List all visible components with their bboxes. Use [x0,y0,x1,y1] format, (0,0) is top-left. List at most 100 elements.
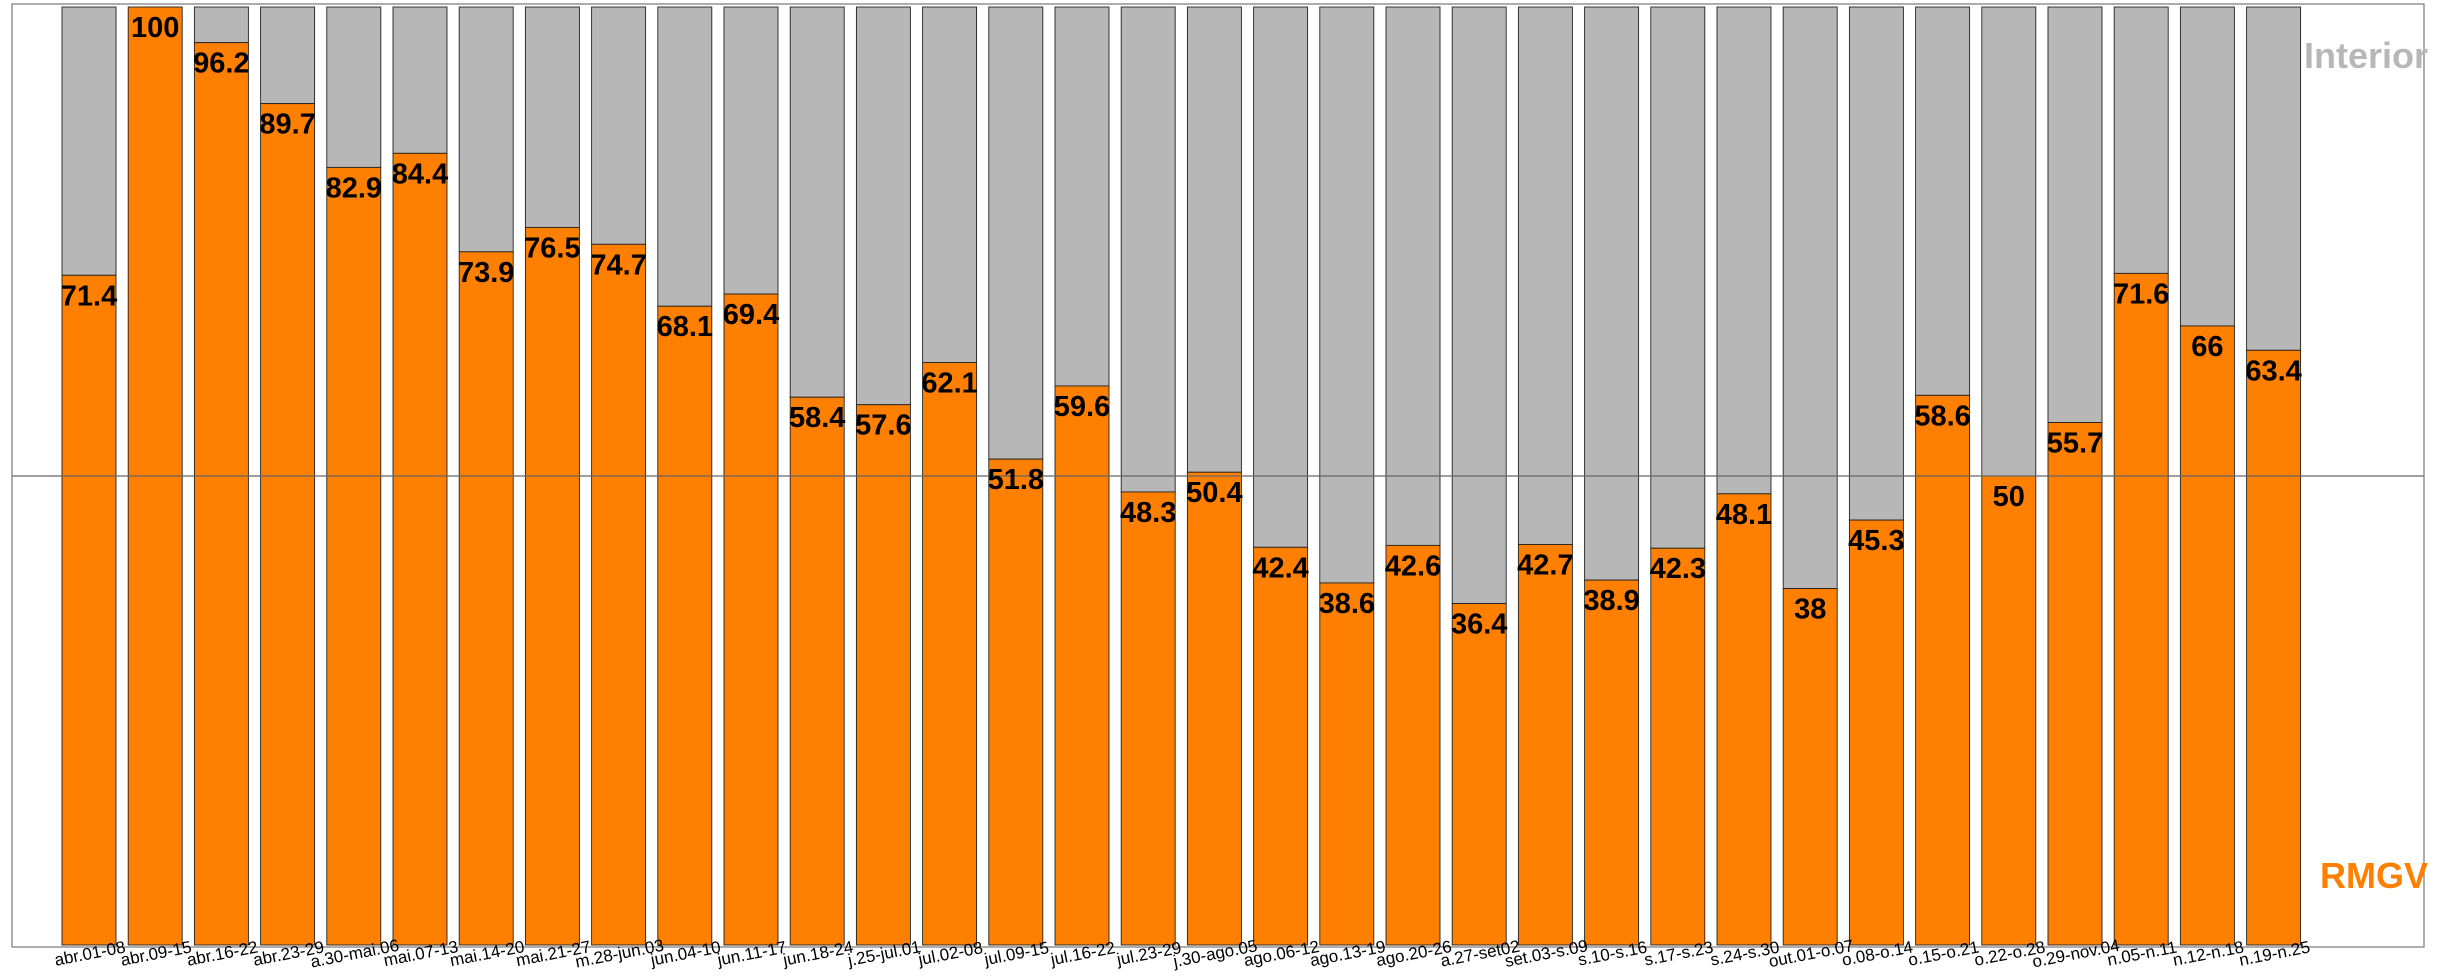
bar-rmgv [2047,422,2103,946]
bar-rmgv [2179,325,2235,946]
bar-rmgv [1981,475,2037,946]
bar-interior [2179,6,2235,327]
bar-interior [1650,6,1706,549]
bar-interior [1054,6,1110,387]
value-label: 38 [1794,594,1826,626]
value-label: 48.3 [1120,497,1176,529]
bar-rmgv [1716,493,1772,946]
bar-rmgv [1120,491,1176,946]
bar-interior [1848,6,1904,521]
value-label: 76.5 [524,232,580,264]
bar-rmgv [789,396,845,946]
value-label: 42.6 [1385,550,1441,582]
bar-rmgv [458,251,514,946]
value-label: 71.6 [2113,278,2169,310]
bar-rmgv [1319,582,1375,946]
value-label: 57.6 [855,410,911,442]
bar-interior [723,6,779,295]
value-label: 55.7 [2047,428,2103,460]
bar-rmgv [61,274,117,946]
bar-rmgv [723,293,779,946]
value-label: 62.1 [921,368,977,400]
bar-interior [922,6,978,363]
bar-interior [988,6,1044,460]
bar-rmgv [260,103,316,946]
bar-interior [193,6,249,44]
bar-interior [1120,6,1176,493]
value-label: 36.4 [1451,609,1507,641]
bar-rmgv [1584,579,1640,946]
bar-rmgv [988,458,1044,946]
bar-interior [1782,6,1838,590]
bar-interior [1517,6,1573,545]
value-label: 58.6 [1914,400,1970,432]
bar-rmgv [2246,349,2302,946]
bar-interior [2047,6,2103,423]
value-label: 89.7 [259,109,315,141]
bar-interior [1451,6,1507,605]
legend-interior: Interior [2304,35,2428,76]
bar-interior [326,6,382,168]
bar-interior [789,6,845,398]
bar-rmgv [591,243,647,946]
bar-rmgv [1650,547,1706,946]
bar-rmgv [1517,544,1573,946]
value-label: 82.9 [326,172,382,204]
value-label: 69.4 [723,299,779,331]
bar-rmgv [2113,272,2169,946]
bar-rmgv [1054,385,1110,946]
value-label: 100 [131,12,179,44]
value-label: 59.6 [1054,391,1110,423]
bar-interior [1319,6,1375,584]
value-label: 84.4 [392,158,448,190]
bar-rmgv [1782,588,1838,946]
bar-rmgv [524,226,580,946]
value-label: 51.8 [988,464,1044,496]
bar-interior [1584,6,1640,581]
value-label: 63.4 [2245,355,2301,387]
value-label: 42.4 [1252,552,1308,584]
bar-rmgv [193,42,249,946]
value-label: 66 [2191,331,2223,363]
value-label-group: 71.4 100 96.2 89.7 82.9 84.4 73.9 76.5 74.7 68.1 6… [61,12,2302,641]
bar-rmgv [326,166,382,946]
bar-interior [1716,6,1772,495]
value-label: 38.6 [1319,588,1375,620]
bar-interior [657,6,713,307]
bar-interior [855,6,911,406]
value-label: 50 [1993,481,2025,513]
bar-rmgv [1915,394,1971,946]
value-label: 71.4 [61,280,117,312]
bar-interior [1186,6,1242,473]
bar-interior [1253,6,1309,548]
bar-rmgv [1385,544,1441,946]
value-label: 96.2 [193,48,249,80]
value-label: 42.7 [1517,549,1573,581]
bar-rmgv [855,404,911,946]
bar-interior [1385,6,1441,546]
bar-interior [2113,6,2169,274]
bar-rmgv [392,152,448,946]
value-label: 73.9 [458,257,514,289]
value-label: 74.7 [590,249,646,281]
x-tick-label-group: abr.01-08abr.09-15abr.16-22abr.23-29a.30… [53,936,2312,972]
bar-interior [260,6,316,105]
bar-interior [392,6,448,154]
bar-interior [1981,6,2037,477]
value-label: 48.1 [1716,499,1772,531]
bar-rmgv [657,305,713,946]
bar-rmgv [1186,471,1242,946]
value-label: 42.3 [1650,553,1706,585]
bar-interior [2246,6,2302,351]
value-label: 38.9 [1583,585,1639,617]
bar-rmgv [1253,546,1309,946]
bar-rmgv [1848,519,1904,946]
bar-interior [61,6,117,276]
legend-rmgv: RMGV [2320,855,2428,896]
bar-rmgv [922,362,978,946]
bar-rmgv [1451,603,1507,946]
value-label: 68.1 [657,311,713,343]
value-label: 50.4 [1186,477,1242,509]
value-label: 45.3 [1848,525,1904,557]
